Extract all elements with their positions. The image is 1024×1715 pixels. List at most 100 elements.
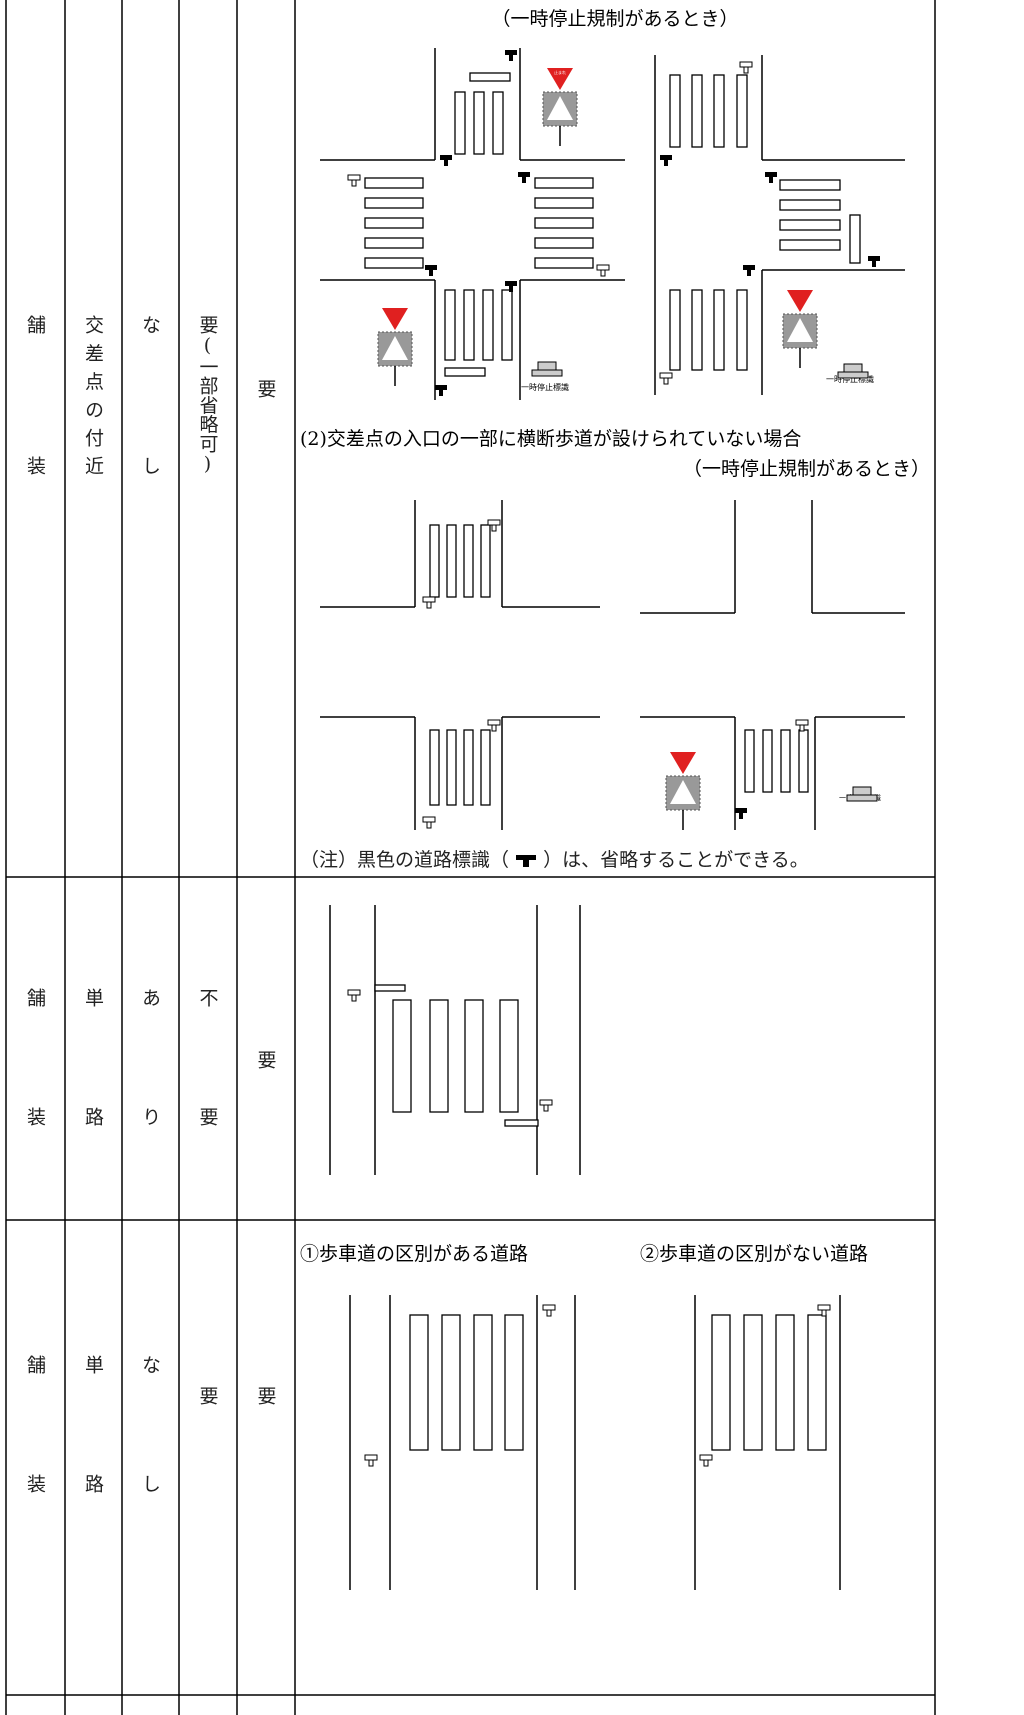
stop-sign-text: 止まれ xyxy=(554,69,566,75)
crosswalk-stripe xyxy=(464,999,484,1113)
road-sign xyxy=(735,808,747,813)
black-sign-icon xyxy=(516,855,537,867)
road-sign xyxy=(821,1309,827,1317)
road-sign xyxy=(351,994,357,1002)
cell: なし xyxy=(139,315,161,475)
crosswalk-stripe xyxy=(534,217,594,229)
cell: あり xyxy=(139,988,161,1126)
caption: (2)交差点の入口の一部に横断歩道が設けられていない場合 xyxy=(300,428,801,450)
cell: 要 xyxy=(254,1385,277,1405)
road-sign xyxy=(600,269,606,277)
road-sign xyxy=(543,1104,549,1112)
stop-line xyxy=(469,72,511,82)
road-sign xyxy=(743,265,755,270)
road-sign xyxy=(509,55,513,61)
cell: 要 xyxy=(254,1049,277,1069)
road-sign xyxy=(795,719,809,726)
note: （注）黒色の道路標識（ ）は、省略することができる。 xyxy=(300,845,809,872)
road-sign xyxy=(347,989,361,996)
crosswalk-stripe xyxy=(409,1314,429,1451)
road-sign xyxy=(426,601,432,609)
crosswalk-stripe xyxy=(480,524,491,598)
road-sign xyxy=(440,155,452,160)
road-sign xyxy=(799,724,805,732)
road-sign xyxy=(596,264,610,271)
hatched-sign xyxy=(846,794,878,802)
crosswalk-stripe xyxy=(444,289,456,361)
crosswalk-stripe xyxy=(775,1314,795,1451)
crosswalk-stripe xyxy=(499,999,519,1113)
stop-sign xyxy=(547,68,573,90)
crosswalk-stripe xyxy=(492,91,504,155)
crosswalk-stripe xyxy=(429,999,449,1113)
pedestrian-sign xyxy=(787,318,813,342)
table-grid xyxy=(5,0,936,1715)
note-text: （注）黒色の道路標識（ xyxy=(300,849,510,871)
crosswalk-stripe xyxy=(534,257,594,269)
crosswalk-stripe xyxy=(779,179,841,191)
crosswalk-stripe xyxy=(669,289,681,371)
road-sign xyxy=(663,377,669,385)
hatched-sign xyxy=(852,786,872,796)
crosswalk-stripe xyxy=(364,197,424,209)
stop-sign xyxy=(787,290,813,312)
caption: ②歩車道の区別がない道路 xyxy=(640,1243,868,1265)
crosswalk-stripe xyxy=(482,289,494,361)
stop-line xyxy=(504,1119,539,1127)
pedestrian-sign xyxy=(382,336,408,360)
road-sign xyxy=(425,265,437,270)
crosswalk-stripe xyxy=(534,177,594,189)
crosswalk-stripe xyxy=(780,729,791,793)
road-sign xyxy=(522,177,526,183)
road-sign xyxy=(439,390,443,396)
road-sign xyxy=(872,261,876,267)
stop-sign xyxy=(670,752,696,774)
hatched-sign xyxy=(837,371,869,379)
crosswalk-stripe xyxy=(473,1314,493,1451)
crosswalk-stripe xyxy=(779,239,841,251)
crosswalk-stripe xyxy=(779,199,841,211)
road-sign xyxy=(664,160,668,166)
crosswalk-stripe xyxy=(454,91,466,155)
crosswalk-stripe xyxy=(463,729,474,806)
crosswalk-stripe xyxy=(364,177,424,189)
crosswalk-stripe xyxy=(744,729,755,793)
crosswalk-stripe xyxy=(446,524,457,598)
cell: 舗装 xyxy=(24,1355,46,1493)
crosswalk-stripe xyxy=(463,289,475,361)
road-sign xyxy=(435,385,447,390)
cell: 舗装 xyxy=(24,315,46,475)
crosswalk-stripe xyxy=(446,729,457,806)
cell: 要 xyxy=(254,378,277,398)
road-sign xyxy=(542,1304,556,1311)
crosswalk-stripe xyxy=(441,1314,461,1451)
road-sign xyxy=(491,724,497,732)
road-sign xyxy=(422,816,436,823)
crosswalk-stripe xyxy=(669,74,681,148)
road-sign xyxy=(444,160,448,166)
cell: 単路 xyxy=(82,988,104,1126)
crosswalk-stripe xyxy=(473,91,485,155)
hatched-sign xyxy=(537,361,557,371)
road-sign xyxy=(347,174,361,181)
crosswalk-stripe xyxy=(429,729,440,806)
road-sign xyxy=(699,1454,713,1461)
road-sign xyxy=(505,281,517,286)
road-sign xyxy=(351,179,357,187)
crosswalk-stripe xyxy=(807,1314,827,1451)
hatched-sign xyxy=(843,363,863,373)
road-sign xyxy=(765,172,777,177)
crosswalk-stripe xyxy=(798,729,809,793)
crosswalk-stripe xyxy=(429,524,440,598)
cell: 舗装 xyxy=(24,988,46,1126)
crosswalk-stripe xyxy=(504,1314,524,1451)
crosswalk-stripe xyxy=(392,999,412,1113)
crosswalk-stripe xyxy=(480,729,491,806)
crosswalk-stripe xyxy=(691,289,703,371)
road-sign xyxy=(505,50,517,55)
caption: ①歩車道の区別がある道路 xyxy=(300,1243,528,1265)
cell: 単路 xyxy=(82,1355,104,1493)
crosswalk-stripe xyxy=(463,524,474,598)
